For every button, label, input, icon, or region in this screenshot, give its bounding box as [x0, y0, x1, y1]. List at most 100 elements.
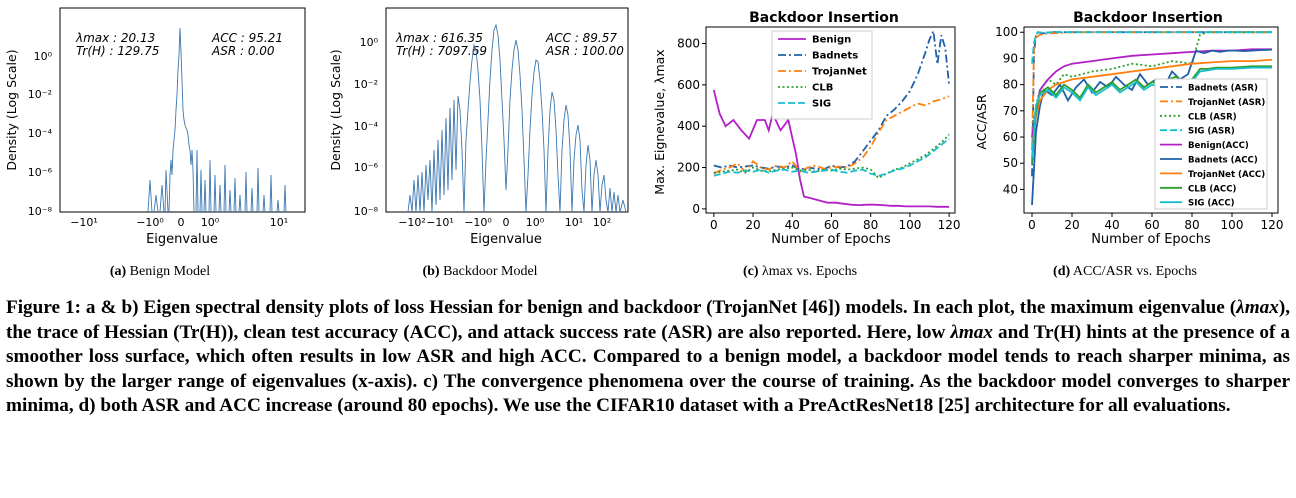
x-tick-label: 80: [863, 218, 878, 232]
panel-a-lambda-max: λmax : 20.13: [75, 31, 155, 45]
y-tick-label: 50: [1003, 156, 1018, 170]
panel-b-xtick: 10²: [593, 216, 611, 229]
legend-label: TrojanNet (ACC): [1188, 170, 1265, 180]
legend-label: Benign(ACC): [1188, 141, 1249, 151]
legend-label: CLB: [812, 83, 833, 94]
panel-b-xlabel: Eigenvalue: [470, 232, 542, 247]
legend-label: CLB (ASR): [1188, 112, 1237, 122]
panel-a-xtick: 0: [178, 216, 185, 229]
x-tick-label: 100: [1221, 218, 1244, 232]
panel-a-ytick: 10⁻⁶: [28, 166, 53, 179]
panel-c-legend: Benign Badnets TrojanNet CLB SIG: [771, 30, 873, 120]
panel-a-xtick: −10⁰: [136, 216, 164, 229]
y-tick-label: 600: [677, 78, 700, 92]
y-tick-label: 60: [1003, 130, 1018, 144]
panel-d-accasr-chart: Backdoor Insertion 0 20 40 60 80 100 120 40 50 60…: [974, 10, 1284, 247]
x-tick-label: 0: [710, 218, 718, 232]
panel-b-ylabel: Density (Log Scale): [328, 49, 343, 170]
panel-d-xlabel: Number of Epochs: [1091, 232, 1211, 247]
panel-a-ytick: 10⁻⁴: [28, 127, 53, 140]
x-tick-label: 80: [1184, 218, 1199, 232]
panel-b-ytick: 10⁰: [360, 36, 379, 49]
series-line-trojannet: [713, 95, 950, 175]
panel-b-trace: Tr(H) : 7097.69: [396, 44, 487, 58]
series-line-sig: [713, 137, 950, 177]
panel-b-density-curve: [407, 23, 627, 213]
y-tick-label: 0: [692, 202, 700, 216]
panel-d-frame: [1023, 26, 1279, 214]
panel-b-lambda-max: λmax : 616.35: [395, 31, 483, 45]
panel-b-ytick: 10⁻⁴: [354, 120, 379, 133]
x-tick-label: 20: [1064, 218, 1079, 232]
y-tick-label: 40: [1003, 182, 1018, 196]
series-line-clb-asr: [1031, 31, 1272, 138]
legend-label: SIG (ACC): [1188, 199, 1235, 209]
panel-a-trace: Tr(H) : 129.75: [76, 44, 159, 58]
y-tick-label: 70: [1003, 104, 1018, 118]
x-tick-label: 60: [1144, 218, 1159, 232]
panel-d-title: Backdoor Insertion: [1073, 10, 1223, 26]
y-tick-label: 200: [677, 161, 700, 175]
panel-a-frame: [59, 7, 306, 213]
y-tick-label: 80: [1003, 78, 1018, 92]
legend-label: SIG: [812, 99, 831, 110]
panel-b-ytick: 10⁻²: [354, 78, 378, 91]
panel-c-xlabel: Number of Epochs: [771, 232, 891, 247]
legend-label: CLB (ACC): [1188, 184, 1237, 194]
subcaption-b: (b) Backdoor Model: [422, 264, 538, 279]
legend-label: SIG (ASR): [1188, 127, 1235, 137]
panel-b-xtick: −10¹: [426, 216, 454, 229]
legend-label: TrojanNet (ASR): [1188, 98, 1265, 108]
panel-a-ylabel: Density (Log Scale): [4, 49, 19, 170]
x-tick-label: 120: [1261, 218, 1284, 232]
panel-a-acc: ACC : 95.21: [211, 31, 283, 45]
legend-label: Badnets: [812, 51, 858, 62]
x-tick-label: 40: [785, 218, 800, 232]
subcaption-c: (c) λmax vs. Epochs: [742, 264, 858, 279]
y-tick-label: 90: [1003, 51, 1018, 65]
series-line-sig-acc: [1031, 66, 1272, 159]
panel-b-ytick: 10⁻⁶: [354, 161, 379, 174]
panel-b-xtick: −10⁰: [464, 216, 492, 229]
subcaption-d: (d) ACC/ASR vs. Epochs: [1053, 264, 1197, 279]
panel-d-ylabel: ACC/ASR: [974, 94, 989, 149]
panel-a-ytick: 10⁰: [34, 50, 53, 63]
x-tick-label: 40: [1104, 218, 1119, 232]
x-tick-label: 20: [745, 218, 760, 232]
panel-b-xtick: 10⁰: [526, 216, 545, 229]
series-line-trojannet-acc: [1031, 58, 1273, 151]
panel-a-asr: ASR : 0.00: [211, 44, 275, 58]
panel-a-xtick: −10¹: [70, 216, 98, 229]
legend-label: Badnets (ACC): [1188, 156, 1258, 166]
x-tick-label: 100: [898, 218, 921, 232]
series-line-clb: [713, 133, 950, 180]
panel-b-xtick: −10²: [398, 216, 426, 229]
legend-label: Badnets (ASR): [1188, 84, 1258, 94]
panel-b-xtick: 0: [503, 216, 510, 229]
series-line-badnets: [713, 27, 950, 171]
legend-label: TrojanNet: [812, 67, 867, 78]
panel-c-title: Backdoor Insertion: [749, 10, 899, 26]
series-line-sig-asr: [1031, 31, 1272, 64]
panel-c-lambda-chart: Backdoor Insertion 0 20 40 60 80 100 120 0 200 40…: [652, 10, 960, 247]
y-tick-label: 400: [677, 119, 700, 133]
x-tick-label: 60: [824, 218, 839, 232]
panel-d-legend: Badnets (ASR) TrojanNet (ASR) CLB (ASR) SIG…: [1154, 78, 1268, 210]
panel-b-asr: ASR : 100.00: [545, 44, 624, 58]
y-tick-label: 100: [995, 25, 1018, 39]
series-line-clb-acc: [1031, 65, 1272, 164]
panel-a-esd-plot: 10⁰ 10⁻² 10⁻⁴ 10⁻⁶ 10⁻⁸ −10¹ −10⁰ 0 10⁰ …: [4, 7, 306, 247]
panel-a-ytick: 10⁻²: [28, 88, 52, 101]
figure-caption: Figure 1: a & b) Eigen spectral density …: [6, 297, 1290, 417]
subcaption-a: (a) Benign Model: [109, 264, 211, 279]
panel-a-xtick: 10¹: [270, 216, 288, 229]
panel-a-xtick: 10⁰: [201, 216, 220, 229]
panel-c-ylabel: Max. Eignevalue, λmax: [652, 49, 667, 194]
y-tick-label: 800: [677, 37, 700, 51]
panel-c-frame: [705, 26, 956, 214]
panel-b-acc: ACC : 89.57: [545, 31, 617, 45]
panel-a-density-curve: [147, 27, 287, 213]
x-tick-label: 0: [1028, 218, 1036, 232]
panel-a-ytick: 10⁻⁸: [28, 205, 53, 218]
series-line-benign: [712, 89, 950, 208]
